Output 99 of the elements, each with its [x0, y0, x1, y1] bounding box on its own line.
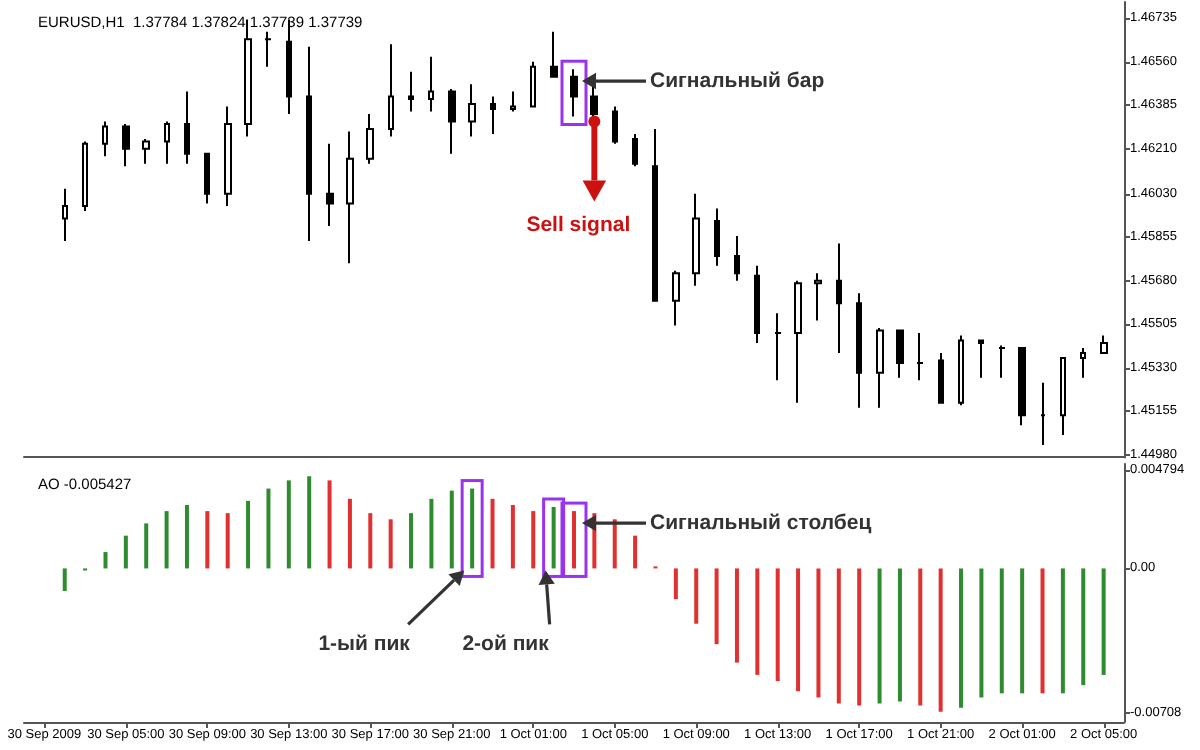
candlestick — [408, 70, 414, 113]
bar — [918, 568, 923, 706]
candlestick — [734, 234, 740, 282]
candlestick — [1040, 381, 1046, 447]
candlestick — [388, 43, 394, 138]
bar — [816, 568, 821, 698]
bar — [999, 568, 1004, 694]
bar — [734, 568, 739, 663]
candlestick — [916, 332, 924, 382]
candlestick — [958, 334, 964, 407]
candlestick — [306, 45, 312, 242]
candlestick — [468, 83, 476, 138]
candlestick — [184, 90, 190, 165]
candlestick — [1018, 346, 1026, 427]
bar — [286, 480, 291, 569]
annotation: Сигнальный столбец — [650, 510, 873, 535]
bar — [409, 513, 414, 569]
bar — [144, 523, 149, 569]
candlestick — [652, 127, 658, 302]
candlestick — [754, 264, 760, 344]
annotation: 1-ый пик — [318, 631, 412, 656]
candlestick — [570, 68, 578, 118]
bar — [755, 568, 760, 675]
candlestick — [714, 207, 720, 267]
bar — [429, 498, 434, 569]
bar — [531, 511, 536, 569]
annotation: Sell signal — [526, 213, 631, 238]
bar — [388, 519, 393, 569]
candlestick — [366, 113, 374, 165]
candlestick — [550, 30, 558, 78]
bar — [694, 568, 699, 624]
bar — [1101, 568, 1106, 675]
bar — [979, 568, 984, 698]
bar — [673, 568, 678, 600]
bar — [959, 568, 964, 708]
candlestick — [224, 105, 232, 208]
bar — [938, 568, 943, 712]
bar — [510, 504, 515, 569]
candlestick — [896, 329, 904, 379]
bar — [857, 568, 862, 706]
candlestick — [122, 122, 130, 168]
bar — [123, 535, 128, 569]
bar — [897, 568, 902, 702]
bar — [225, 513, 230, 569]
candlestick — [998, 344, 1006, 379]
candlestick — [978, 339, 984, 379]
bar — [1081, 568, 1086, 686]
candlestick — [1080, 346, 1086, 379]
candlestick — [632, 132, 638, 168]
candlestick — [62, 187, 68, 242]
annotation: 2-ой пик — [462, 631, 551, 656]
candlestick — [1100, 334, 1108, 354]
candlestick — [692, 192, 700, 287]
bar — [714, 568, 719, 645]
bar — [307, 476, 312, 569]
candlestick — [672, 269, 680, 327]
candlestick — [448, 88, 456, 155]
bar — [612, 519, 617, 569]
candlestick — [264, 30, 272, 68]
candlestick — [530, 60, 536, 108]
candlestick — [1060, 356, 1066, 437]
candlestick — [244, 18, 252, 138]
candlestick — [326, 142, 334, 228]
bar — [164, 511, 169, 569]
annotation: Сигнальный бар — [650, 68, 825, 93]
bar — [246, 500, 251, 569]
candlestick — [102, 120, 108, 158]
bar — [1040, 568, 1045, 694]
bar — [266, 488, 271, 569]
candlestick — [774, 312, 782, 382]
candlestick — [856, 292, 862, 409]
candlestick — [612, 105, 618, 145]
candlestick — [938, 351, 944, 404]
bar — [796, 568, 801, 692]
candlestick — [814, 272, 822, 322]
candlestick — [164, 120, 170, 165]
bar — [368, 513, 373, 569]
bar — [205, 511, 210, 569]
candlestick — [876, 327, 884, 409]
candlestick — [490, 95, 496, 135]
bar — [347, 498, 352, 569]
candlestick — [428, 55, 434, 113]
bar — [490, 498, 495, 569]
bar — [327, 480, 332, 569]
candlestick — [82, 140, 88, 213]
candlestick — [346, 130, 354, 265]
candlestick — [510, 90, 516, 113]
bar — [775, 568, 780, 682]
bar — [877, 568, 882, 704]
bar — [836, 568, 841, 704]
candlestick — [836, 242, 842, 354]
bar — [184, 504, 189, 569]
bar — [633, 535, 638, 569]
candlestick — [204, 152, 210, 205]
bar — [1020, 568, 1025, 694]
bar — [103, 552, 108, 569]
candlestick — [142, 137, 150, 165]
candlestick — [794, 279, 802, 404]
bar — [1060, 568, 1065, 694]
